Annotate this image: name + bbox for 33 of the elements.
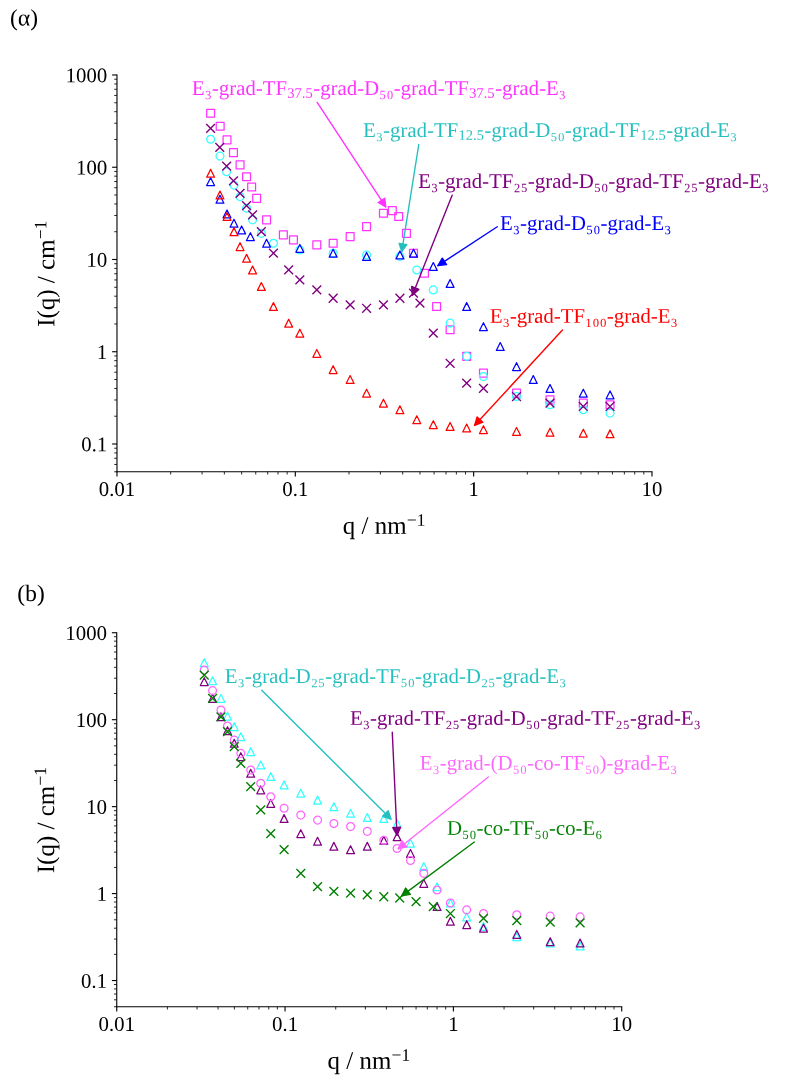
y-tick-label: 10 [88,252,107,267]
y-axis-title: I(q) / cm$^{−1}$ [34,221,60,326]
y-tick-label: 0.1 [82,437,107,452]
x-tick-label: 0.01 [99,482,134,497]
y-tick-label: 0.1 [81,973,106,989]
chart-title: (α) [11,9,38,31]
y-tick-label: 10 [88,800,107,815]
annotation: E₃-grad-TF$_{37.5}$-grad-D₅₀-grad-TF$_{37.5}$-grad-E₃ [192,80,565,100]
annotation: E₃-grad-TF$_{12.5}$-grad-D₅₀-grad-TF$_{12.5}$-grad-E₃ [363,122,737,142]
chart-title: (b) [18,584,44,607]
x-tick-label: 1 [470,482,478,496]
x-axis-title: q / nm$^{−1}$ [328,1049,410,1075]
annotation: D₅₀-co-TF₅₀-co-E₆ [447,821,602,840]
y-tick-label: 100 [77,160,107,175]
annotation: E₃-grad-TF₁₀₀-grad-E₃ [490,308,677,328]
annotation: E₃-grad-TF₂₅-grad-D₅₀-grad-TF₂₅-grad-E₃ [418,173,768,193]
y-tick-label: 1 [98,345,107,359]
x-tick-label: 10 [613,1017,632,1032]
x-tick-label: 0.1 [272,1017,297,1032]
x-tick-label: 1 [450,1017,458,1031]
x-axis-title: q / nm$^{−1}$ [343,514,425,540]
annotation: E₃-grad-(D₅₀-co-TF₅₀)-grad-E₃ [420,755,677,775]
x-tick-label: 0.01 [99,1017,134,1032]
y-tick-label: 1000 [67,626,107,641]
y-axis-title: I(q) / cm$^{−1}$ [34,768,60,873]
annotation: E₃-grad-D₅₀-grad-E₃ [500,215,671,235]
y-tick-label: 1000 [67,68,107,83]
y-tick-label: 1 [98,887,106,901]
annotation: E₃-grad-TF₂₅-grad-D₅₀-grad-TF₂₅-grad-E₃ [350,710,700,730]
annotation: E₃-grad-D₂₅-grad-TF₅₀-grad-D₂₅-grad-E₃ [225,668,566,688]
x-tick-label: 10 [643,482,662,497]
y-tick-label: 100 [77,713,107,728]
x-tick-label: 0.1 [283,482,308,497]
